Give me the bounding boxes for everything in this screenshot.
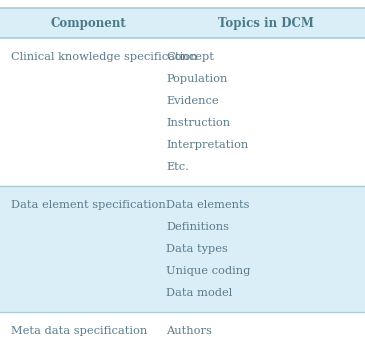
Bar xyxy=(0,186,365,312)
Bar xyxy=(0,8,365,38)
Text: Evidence: Evidence xyxy=(166,96,219,106)
Text: Component: Component xyxy=(51,17,126,30)
Text: Etc.: Etc. xyxy=(166,162,189,172)
Text: Population: Population xyxy=(166,74,227,84)
Text: Data types: Data types xyxy=(166,244,228,254)
Text: Authors: Authors xyxy=(166,326,212,336)
Text: Concept: Concept xyxy=(166,52,214,62)
Bar xyxy=(0,312,365,345)
Text: Data model: Data model xyxy=(166,288,233,298)
Text: Interpretation: Interpretation xyxy=(166,140,248,150)
Text: Definitions: Definitions xyxy=(166,222,229,232)
Text: Instruction: Instruction xyxy=(166,118,230,128)
Text: Meta data specification: Meta data specification xyxy=(11,326,147,336)
Text: Data elements: Data elements xyxy=(166,200,250,210)
Bar xyxy=(0,38,365,186)
Text: Data element specification: Data element specification xyxy=(11,200,166,210)
Text: Unique coding: Unique coding xyxy=(166,266,250,276)
Text: Clinical knowledge specification: Clinical knowledge specification xyxy=(11,52,197,62)
Text: Topics in DCM: Topics in DCM xyxy=(218,17,314,30)
